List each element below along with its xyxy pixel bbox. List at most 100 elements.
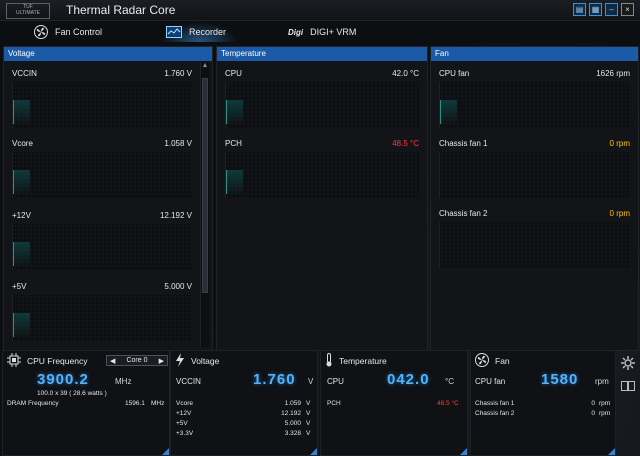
sensor-chassis-fan-1[interactable]: Chassis fan 1 0 rpm xyxy=(437,139,632,206)
sensor-label: Chassis fan 2 xyxy=(439,209,488,218)
cpu-frequency-card: CPU Frequency ◀ Core 0 ▶ 3900.2 MHz 100.… xyxy=(2,350,170,456)
fan-big-value: 1580 xyxy=(541,371,579,388)
main-label: VCCIN xyxy=(176,377,201,386)
row-unit: V xyxy=(306,420,311,427)
scroll-thumb[interactable] xyxy=(202,78,208,293)
recorder-icon xyxy=(166,25,182,39)
settings-icon[interactable]: ▦ xyxy=(589,3,602,16)
voltage-scrollbar[interactable]: ▲ xyxy=(200,62,209,347)
sensor-value: 12.192 V xyxy=(159,211,192,220)
tab-recorder[interactable]: Recorder xyxy=(160,22,238,42)
voltage-big-value: 1.760 xyxy=(253,371,296,388)
panel-header: Fan xyxy=(431,47,638,61)
brand-logo: TUF ULTIMATE xyxy=(6,3,50,19)
cpu-frequency-unit: MHz xyxy=(115,377,132,386)
sensor-value: 42.0 °C xyxy=(392,69,419,78)
sensor-12v[interactable]: +12V 12.192 V xyxy=(10,211,194,278)
expand-corner-icon[interactable] xyxy=(608,448,615,455)
row-label: +5V xyxy=(176,420,188,427)
main-label: CPU fan xyxy=(475,377,506,386)
temperature-card: Temperature CPU 042.0 °C PCH 48.5 °C xyxy=(320,350,468,456)
expand-corner-icon[interactable] xyxy=(162,448,169,455)
sensor-chassis-fan-2[interactable]: Chassis fan 2 0 rpm xyxy=(437,209,632,276)
sensor-graph xyxy=(439,152,630,198)
sensor-label: +5V xyxy=(12,282,27,291)
row-label: Chassis fan 1 xyxy=(475,400,515,407)
temperature-big-unit: °C xyxy=(445,377,454,386)
sensor-cpu-temp[interactable]: CPU 42.0 °C xyxy=(223,69,421,136)
window-icon[interactable] xyxy=(621,378,635,396)
tab-fan-control[interactable]: Fan Control xyxy=(34,22,102,42)
sensor-value: 5.000 V xyxy=(164,282,192,291)
next-core-icon[interactable]: ▶ xyxy=(158,357,164,365)
digi-logo: Digi xyxy=(288,27,304,37)
row-label: +12V xyxy=(176,410,192,417)
side-tools xyxy=(617,352,639,454)
sensor-vcore[interactable]: Vcore 1.058 V xyxy=(10,139,194,206)
dram-frequency-value: 1596.1 xyxy=(125,400,145,407)
tab-label: Recorder xyxy=(189,27,227,37)
row-value: 48.5 °C xyxy=(437,400,459,407)
card-title: Voltage xyxy=(191,356,220,366)
scroll-up-icon[interactable]: ▲ xyxy=(201,62,209,69)
dram-frequency-unit: MHz xyxy=(151,400,165,407)
sensor-pch-temp[interactable]: PCH 48.5 °C xyxy=(223,139,421,206)
row-value: 3.328 xyxy=(284,430,301,437)
row-value: 0 xyxy=(591,410,595,417)
sensor-value: 0 rpm xyxy=(609,139,630,148)
title-bar: TUF ULTIMATE Thermal Radar Core ▤ ▦ – × xyxy=(0,0,640,21)
sensor-graph xyxy=(225,82,419,128)
main-label: CPU xyxy=(327,377,344,386)
temperature-big-value: 042.0 xyxy=(387,371,430,388)
window-controls: ▤ ▦ – × xyxy=(573,3,634,16)
sensor-graph xyxy=(439,82,630,128)
thermometer-icon xyxy=(325,353,333,369)
sensor-graph xyxy=(12,295,192,341)
sensor-label: CPU fan xyxy=(439,69,470,78)
sensor-label: VCCIN xyxy=(12,69,37,78)
sensor-label: PCH xyxy=(225,139,242,148)
core-select-value: Core 0 xyxy=(126,357,148,364)
sensor-5v[interactable]: +5V 5.000 V xyxy=(10,282,194,349)
row-value: 12.192 xyxy=(281,410,301,417)
temperature-panel: Temperature CPU 42.0 °C PCH 48.5 °C xyxy=(216,46,428,351)
row-label: Chassis fan 2 xyxy=(475,410,515,417)
row-value: 1.059 xyxy=(284,400,301,407)
layout-icon[interactable]: ▤ xyxy=(573,3,586,16)
minimize-button[interactable]: – xyxy=(605,3,618,16)
cpu-icon xyxy=(7,353,21,369)
tab-label: DIGI+ VRM xyxy=(310,27,357,37)
sensor-value: 1.760 V xyxy=(164,69,192,78)
sensor-label: CPU xyxy=(225,69,242,78)
prev-core-icon[interactable]: ◀ xyxy=(110,357,116,365)
sensor-cpu-fan[interactable]: CPU fan 1626 rpm xyxy=(437,69,632,136)
sensor-graph xyxy=(12,152,192,198)
card-title: Fan xyxy=(495,356,510,366)
sensor-graph xyxy=(12,82,192,128)
fan-big-unit: rpm xyxy=(595,377,609,386)
nav-bar: Fan Control Recorder Digi DIGI+ VRM xyxy=(0,20,640,44)
tab-label: Fan Control xyxy=(55,27,103,37)
voltage-panel: Voltage VCCIN 1.760 V Vcore 1.058 V +12V… xyxy=(3,46,213,351)
card-title: Temperature xyxy=(339,356,387,366)
fan-icon xyxy=(34,25,48,39)
status-bar: CPU Frequency ◀ Core 0 ▶ 3900.2 MHz 100.… xyxy=(0,350,640,456)
expand-corner-icon[interactable] xyxy=(460,448,467,455)
close-button[interactable]: × xyxy=(621,3,634,16)
panel-header: Voltage xyxy=(4,47,212,61)
fan-icon xyxy=(475,353,489,369)
voltage-big-unit: V xyxy=(308,377,314,386)
row-label: +3.3V xyxy=(176,430,194,437)
core-select[interactable]: ◀ Core 0 ▶ xyxy=(106,355,168,366)
row-value: 0 xyxy=(591,400,595,407)
gear-icon[interactable] xyxy=(621,356,635,375)
row-unit: rpm xyxy=(599,400,611,407)
tab-digi-vrm[interactable]: Digi DIGI+ VRM xyxy=(288,22,356,42)
cpu-frequency-value: 3900.2 xyxy=(37,371,89,388)
expand-corner-icon[interactable] xyxy=(310,448,317,455)
sensor-vccin[interactable]: VCCIN 1.760 V xyxy=(10,69,194,136)
dram-frequency-label: DRAM Frequency xyxy=(7,400,59,407)
row-label: Vcore xyxy=(176,400,193,407)
sensor-graph xyxy=(12,224,192,270)
